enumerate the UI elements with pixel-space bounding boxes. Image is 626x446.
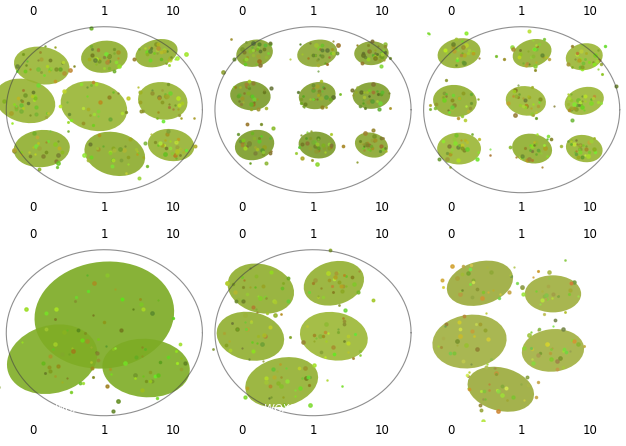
Ellipse shape (0, 78, 55, 123)
Ellipse shape (447, 260, 513, 306)
Ellipse shape (217, 312, 284, 361)
Text: 1: 1 (309, 5, 317, 18)
Text: E: E (215, 250, 223, 263)
Ellipse shape (433, 85, 477, 117)
Text: 0: 0 (29, 228, 37, 241)
Ellipse shape (299, 82, 336, 109)
Ellipse shape (468, 367, 534, 412)
Ellipse shape (138, 82, 187, 120)
Text: 0: 0 (239, 228, 246, 241)
Text: 1: 1 (518, 424, 525, 437)
Text: 0: 0 (29, 201, 37, 214)
Text: 1: 1 (518, 201, 525, 214)
Ellipse shape (300, 312, 368, 361)
Ellipse shape (299, 132, 336, 158)
Text: 10: 10 (374, 424, 389, 437)
Ellipse shape (103, 339, 190, 397)
Text: 1: 1 (101, 201, 108, 214)
Ellipse shape (566, 43, 603, 70)
Text: 10: 10 (374, 201, 389, 214)
Ellipse shape (522, 329, 584, 372)
Ellipse shape (34, 261, 174, 369)
Text: C: C (424, 27, 433, 40)
Ellipse shape (61, 81, 127, 131)
Text: F: F (424, 250, 432, 263)
Ellipse shape (235, 130, 274, 160)
Text: 10: 10 (374, 228, 389, 241)
Text: 1: 1 (309, 228, 317, 241)
Text: 0: 0 (29, 424, 37, 437)
Text: 10: 10 (166, 228, 181, 241)
Ellipse shape (525, 275, 581, 312)
Text: 0: 0 (29, 5, 37, 18)
Text: 1: 1 (101, 424, 108, 437)
Ellipse shape (433, 314, 506, 368)
Ellipse shape (438, 38, 481, 68)
Text: WOX9: WOX9 (426, 181, 458, 191)
Text: 1: 1 (518, 228, 525, 241)
Ellipse shape (352, 83, 390, 109)
Ellipse shape (304, 261, 364, 306)
Text: 1: 1 (101, 228, 108, 241)
Text: 1: 1 (518, 5, 525, 18)
Ellipse shape (14, 46, 69, 85)
Ellipse shape (565, 87, 604, 115)
Ellipse shape (85, 132, 145, 176)
Ellipse shape (355, 132, 388, 157)
Text: 0: 0 (239, 5, 246, 18)
Text: 10: 10 (166, 424, 181, 437)
Ellipse shape (14, 130, 69, 167)
Text: 10: 10 (583, 424, 598, 437)
Text: 1: 1 (309, 201, 317, 214)
Ellipse shape (148, 129, 194, 161)
Text: WOX2 + WOX8: WOX2 + WOX8 (8, 404, 88, 414)
Ellipse shape (245, 357, 318, 407)
Ellipse shape (506, 86, 546, 116)
Ellipse shape (354, 41, 389, 65)
Text: 0: 0 (239, 424, 246, 437)
Text: A: A (6, 27, 16, 40)
Ellipse shape (228, 264, 294, 314)
Text: 10: 10 (166, 5, 181, 18)
Ellipse shape (512, 134, 552, 164)
Text: WOX8: WOX8 (217, 181, 249, 191)
Text: 0: 0 (447, 228, 454, 241)
Text: 1: 1 (101, 5, 108, 18)
Ellipse shape (437, 132, 481, 165)
Text: 1: 1 (309, 424, 317, 437)
Text: WOX2: WOX2 (426, 404, 458, 414)
Text: WOX2: WOX2 (8, 181, 40, 191)
Text: 0: 0 (447, 201, 454, 214)
Ellipse shape (7, 324, 98, 394)
Ellipse shape (236, 40, 273, 67)
Ellipse shape (230, 81, 270, 110)
Text: 0: 0 (239, 201, 246, 214)
Text: 10: 10 (583, 5, 598, 18)
Ellipse shape (513, 39, 552, 67)
Text: WOX2 + WOX9: WOX2 + WOX9 (217, 404, 296, 414)
Text: 10: 10 (374, 5, 389, 18)
Text: 10: 10 (583, 228, 598, 241)
Ellipse shape (81, 41, 128, 73)
Ellipse shape (297, 40, 337, 67)
Text: 10: 10 (583, 201, 598, 214)
Ellipse shape (566, 135, 603, 162)
Text: 0: 0 (447, 5, 454, 18)
Text: 0: 0 (447, 424, 454, 437)
Ellipse shape (135, 39, 178, 67)
Text: 10: 10 (166, 201, 181, 214)
Text: B: B (215, 27, 225, 40)
Text: D: D (6, 250, 16, 263)
